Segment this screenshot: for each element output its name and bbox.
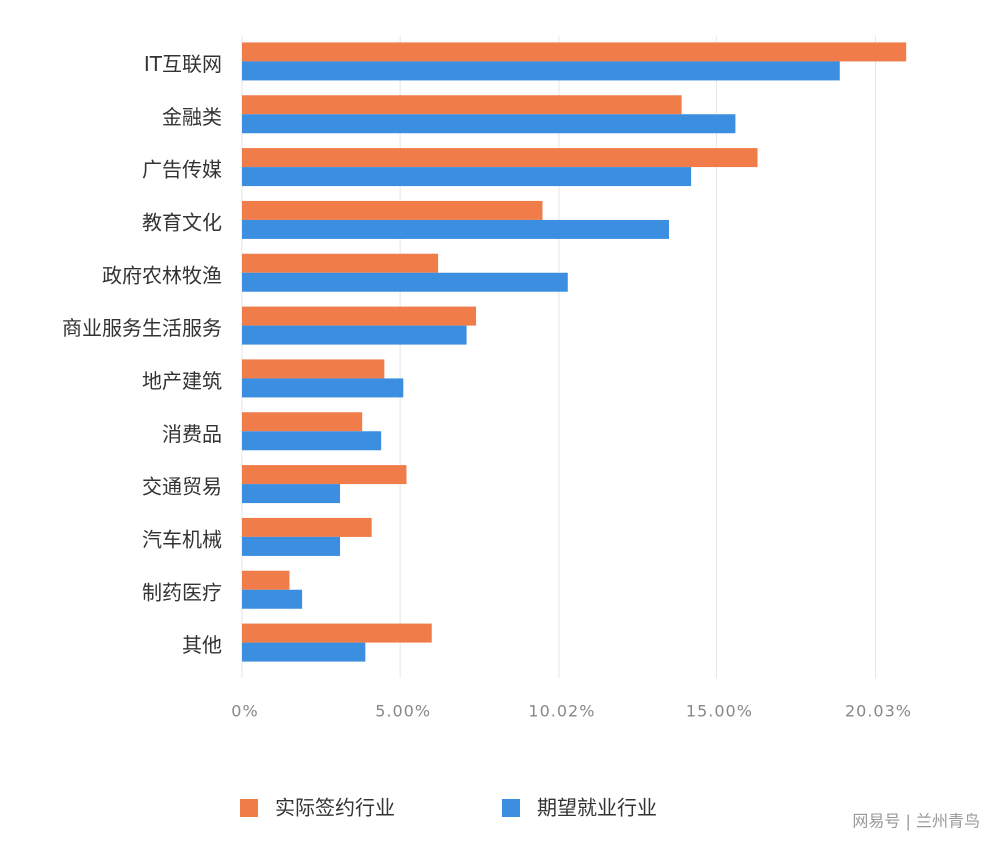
bar [242,623,432,643]
y-tick-label: 其他 [182,633,222,657]
bar [242,306,477,326]
y-tick-label: 金融类 [162,105,222,129]
bar [242,325,467,345]
legend-swatch [240,799,258,817]
x-tick-label: 20.03% [845,702,912,721]
bar [242,589,303,609]
y-tick-label: 商业服务生活服务 [62,316,222,340]
bar [242,431,382,451]
bar [242,253,439,273]
bar [242,642,366,662]
bar [242,219,669,239]
bar [242,42,907,62]
x-tick-label: 10.02% [528,702,595,721]
y-tick-label: IT互联网 [144,52,222,76]
bar [242,570,290,590]
legend-label: 实际签约行业 [275,796,395,820]
bar [242,412,363,432]
legend-swatch [502,799,520,817]
bar [242,465,407,485]
bar [242,61,840,81]
x-tick-label: 5.00% [375,702,431,721]
watermark: 网易号 | 兰州青鸟 [852,812,980,831]
y-tick-label: 制药医疗 [142,580,222,604]
bar [242,378,404,398]
y-tick-label: 政府农林牧渔 [102,263,222,287]
bar [242,272,568,292]
y-tick-label: 教育文化 [142,210,222,234]
y-tick-label: 交通贸易 [142,475,222,499]
bar [242,167,692,187]
x-tick-label: 15.00% [686,702,753,721]
bar [242,114,736,134]
legend-label: 期望就业行业 [537,796,657,820]
y-tick-label: 广告传媒 [142,158,222,182]
y-tick-label: 地产建筑 [142,369,222,393]
bar [242,536,341,556]
bar [242,484,341,504]
x-tick-label: 0% [231,702,258,721]
bar [242,517,372,537]
bar [242,148,758,168]
bar [242,95,682,115]
y-tick-label: 消费品 [162,422,222,446]
bar [242,200,543,220]
bar [242,359,385,379]
y-tick-label: 汽车机械 [142,527,222,551]
